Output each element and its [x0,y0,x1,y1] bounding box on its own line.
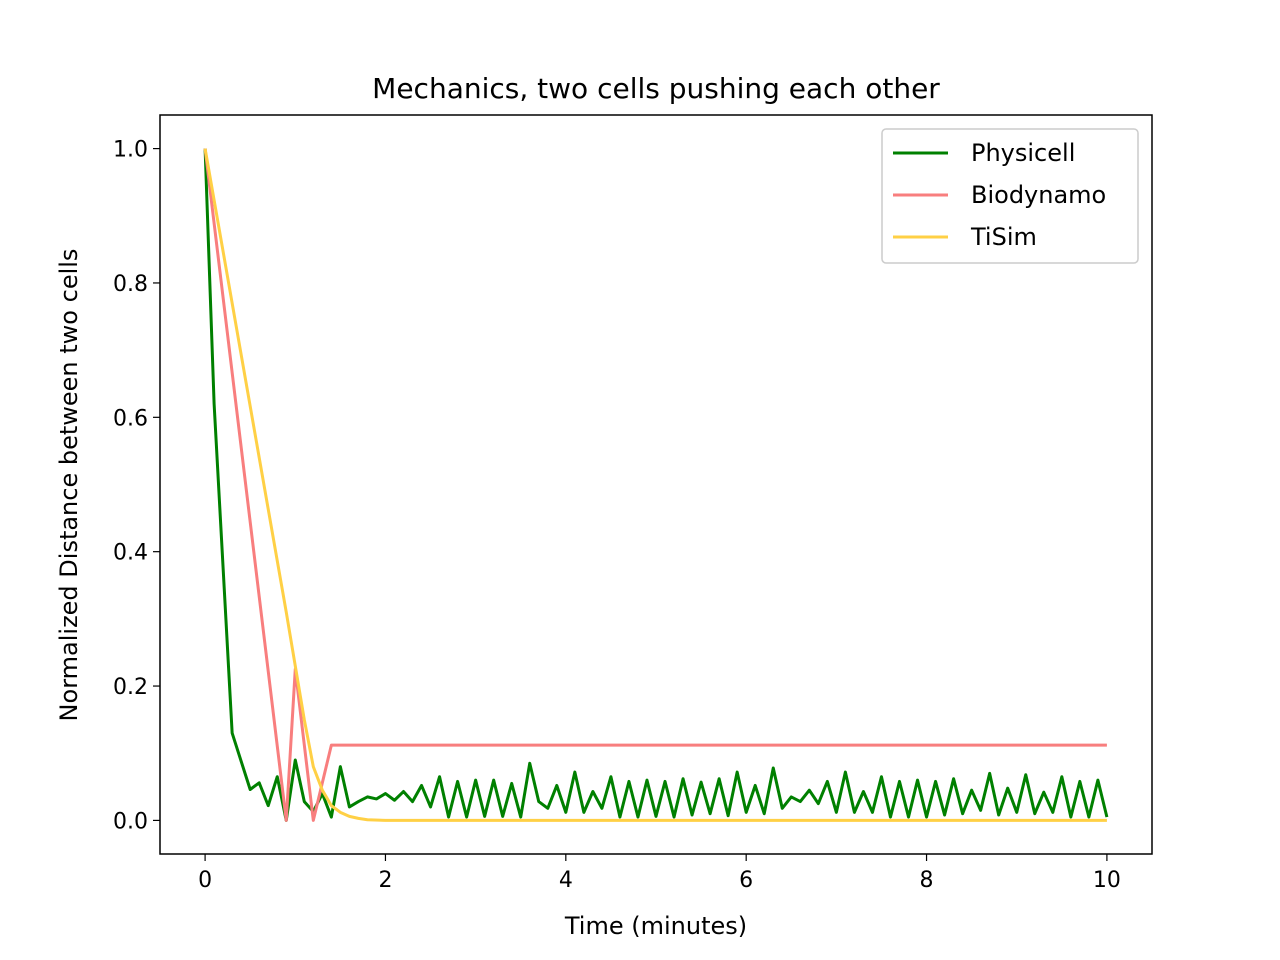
chart-title: Mechanics, two cells pushing each other [372,72,940,105]
legend-box [881,128,1139,264]
legend-label: Biodynamo [971,181,1106,209]
y-axis-label: Normalized Distance between two cells [55,249,83,722]
x-axis: 0 2 4 6 8 10 [198,854,1121,893]
legend-label: Physicell [971,139,1075,167]
y-tick-label: 0.0 [113,809,148,834]
series-line-physicell [203,148,1109,822]
y-tick-label: 0.2 [113,675,148,700]
y-tick-label: 0.8 [113,272,148,297]
x-tick-label: 0 [198,868,212,893]
x-tick-label: 6 [739,868,753,893]
x-tick-label: 10 [1093,868,1121,893]
axes-frame [159,114,1153,855]
legend-label: TiSim [970,223,1037,251]
x-axis-label: Time (minutes) [564,912,747,940]
x-tick-label: 8 [920,868,934,893]
y-axis: 0.0 0.2 0.4 0.6 0.8 1.0 [113,138,160,834]
plot-area [203,148,1109,822]
y-tick-label: 1.0 [113,138,148,163]
x-tick-label: 2 [378,868,392,893]
x-tick-label: 4 [559,868,573,893]
legend: Physicell Biodynamo TiSim [881,128,1139,264]
series-line-tisim [203,148,1107,822]
y-tick-label: 0.6 [113,406,148,431]
series-line-biodynamo [203,148,1107,822]
y-tick-label: 0.4 [113,541,148,566]
